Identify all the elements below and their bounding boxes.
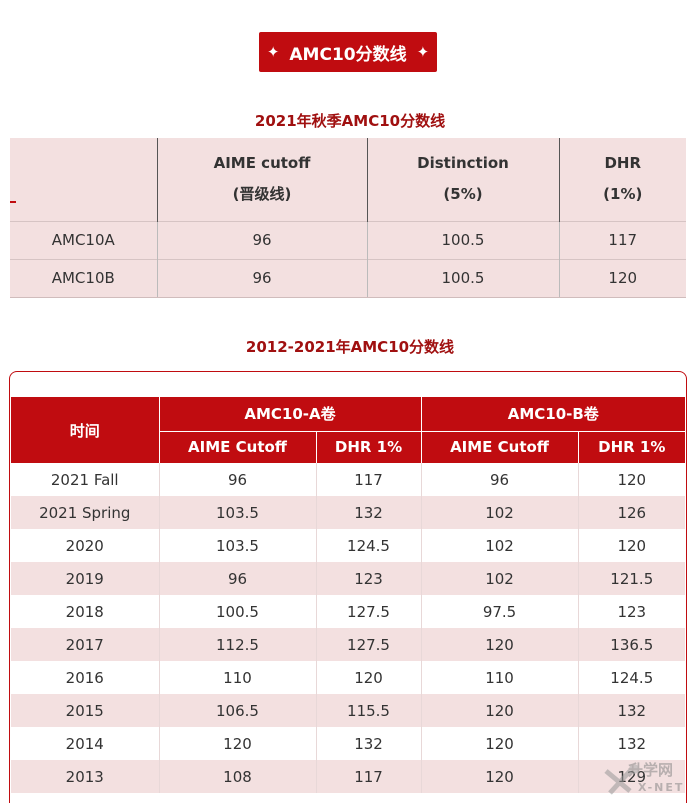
table1-caption: 2021年秋季AMC10分数线 — [254, 112, 446, 130]
table-cell: 132 — [315, 496, 422, 529]
table-row: 2016 110 120 110 124.5 — [11, 661, 686, 694]
header-cell-empty — [10, 138, 157, 221]
table-row: 2018 100.5 127.5 97.5 123 — [11, 595, 686, 628]
table-cell: 136.5 — [577, 628, 686, 661]
table-row: AMC10A 96 100.5 117 — [10, 220, 686, 259]
table-cell: 120 — [420, 727, 579, 760]
table-row: 2014 120 132 120 132 — [11, 727, 686, 760]
year-cell: 2020 — [11, 529, 159, 562]
table-cell: AMC10B — [10, 258, 157, 298]
watermark-icon — [604, 764, 639, 795]
table-cell: 120 — [558, 258, 686, 298]
year-cell: 2021 Fall — [11, 463, 159, 496]
cutoff-2021-fall-table: AIME cutoff (晋级线) Distinction (5%) DHR (1%)… — [10, 138, 686, 298]
table-cell: 110 — [420, 661, 579, 694]
cutoff-history-table: 时间 AMC10-A卷 AMC10-B卷 AIME Cutoff DHR 1% … — [11, 397, 686, 793]
table-row: 2015 106.5 115.5 120 132 — [11, 694, 686, 727]
table-cell: 120 — [577, 529, 686, 562]
watermark-text: 升学网 — [628, 761, 674, 779]
header-b-aime: AIME Cutoff — [420, 430, 579, 463]
table-cell: 108 — [158, 760, 316, 793]
header-b-dhr: DHR 1% — [577, 430, 686, 463]
table-cell: 96 — [158, 562, 316, 595]
table-cell: 124.5 — [577, 661, 686, 694]
table-cell: 96 — [156, 258, 367, 298]
table-cell: 100.5 — [158, 595, 316, 628]
table-cell: 96 — [420, 463, 579, 496]
table-cell: 127.5 — [315, 628, 422, 661]
table-cell: 117 — [558, 220, 686, 259]
table-cell: 132 — [577, 694, 686, 727]
header-cell-dhr: DHR (1%) — [558, 138, 686, 221]
watermark-text: X-NET — [638, 781, 685, 794]
table-cell: 96 — [158, 463, 316, 496]
table-row: AMC10B 96 100.5 120 — [10, 258, 686, 298]
table-subheader-row: AIME Cutoff DHR 1% AIME Cutoff DHR 1% — [11, 430, 686, 463]
table-cell: 120 — [420, 760, 579, 793]
year-cell: 2018 — [11, 595, 159, 628]
table-cell: 102 — [420, 529, 579, 562]
table-cell: 120 — [420, 694, 579, 727]
table-cell: 120 — [577, 463, 686, 496]
table-cell: 117 — [315, 760, 422, 793]
title-banner: ✦ AMC10分数线 ✦ — [259, 32, 437, 72]
table-cell: 100.5 — [366, 220, 559, 259]
header-group-b: AMC10-B卷 — [420, 397, 686, 431]
table-cell: 132 — [577, 727, 686, 760]
table-cell: 96 — [156, 220, 367, 259]
table-cell: 132 — [315, 727, 422, 760]
table-cell: AMC10A — [10, 220, 157, 259]
red-marker — [10, 201, 16, 203]
table-row: 2013 108 117 120 129 — [11, 760, 686, 793]
header-group-a: AMC10-A卷 — [158, 397, 422, 431]
table-cell: 121.5 — [577, 562, 686, 595]
table-cell: 123 — [315, 562, 422, 595]
header-a-aime: AIME Cutoff — [158, 430, 316, 463]
header-a-dhr: DHR 1% — [315, 430, 422, 463]
header-cell-distinction: Distinction (5%) — [366, 138, 559, 221]
table-cell: 112.5 — [158, 628, 316, 661]
table-cell: 115.5 — [315, 694, 422, 727]
table-cell: 100.5 — [366, 258, 559, 298]
table-cell: 123 — [577, 595, 686, 628]
star-icon: ✦ — [416, 43, 430, 61]
table-row: 2020 103.5 124.5 102 120 — [11, 529, 686, 562]
table-frame — [9, 371, 687, 803]
header-cell-aime: AIME cutoff (晋级线) — [156, 138, 367, 221]
year-cell: 2015 — [11, 694, 159, 727]
table2-caption: 2012-2021年AMC10分数线 — [245, 338, 455, 356]
table-cell: 127.5 — [315, 595, 422, 628]
header-time: 时间 — [11, 397, 159, 463]
table-row: 2017 112.5 127.5 120 136.5 — [11, 628, 686, 661]
table-cell: 124.5 — [315, 529, 422, 562]
table-row: 2021 Spring 103.5 132 102 126 — [11, 496, 686, 529]
year-cell: 2014 — [11, 727, 159, 760]
table-cell: 103.5 — [158, 496, 316, 529]
table-cell: 102 — [420, 562, 579, 595]
table-cell: 120 — [158, 727, 316, 760]
star-icon: ✦ — [266, 43, 280, 61]
table-cell: 110 — [158, 661, 316, 694]
table-cell: 117 — [315, 463, 422, 496]
table-cell: 102 — [420, 496, 579, 529]
table-cell: 97.5 — [420, 595, 579, 628]
year-cell: 2017 — [11, 628, 159, 661]
year-cell: 2013 — [11, 760, 159, 793]
banner-title: AMC10分数线 — [289, 44, 407, 65]
table-row: 2019 96 123 102 121.5 — [11, 562, 686, 595]
table-cell: 103.5 — [158, 529, 316, 562]
table-header-row: AIME cutoff (晋级线) Distinction (5%) DHR (1%) — [10, 138, 686, 221]
year-cell: 2021 Spring — [11, 496, 159, 529]
table-cell: 126 — [577, 496, 686, 529]
table-header-row: 时间 AMC10-A卷 AMC10-B卷 — [11, 397, 686, 463]
table-cell: 120 — [420, 628, 579, 661]
table-row: 2021 Fall 96 117 96 120 — [11, 463, 686, 496]
year-cell: 2016 — [11, 661, 159, 694]
table-cell: 106.5 — [158, 694, 316, 727]
table-cell: 120 — [315, 661, 422, 694]
watermark-logo: 升学网 X-NET — [600, 757, 696, 801]
year-cell: 2019 — [11, 562, 159, 595]
